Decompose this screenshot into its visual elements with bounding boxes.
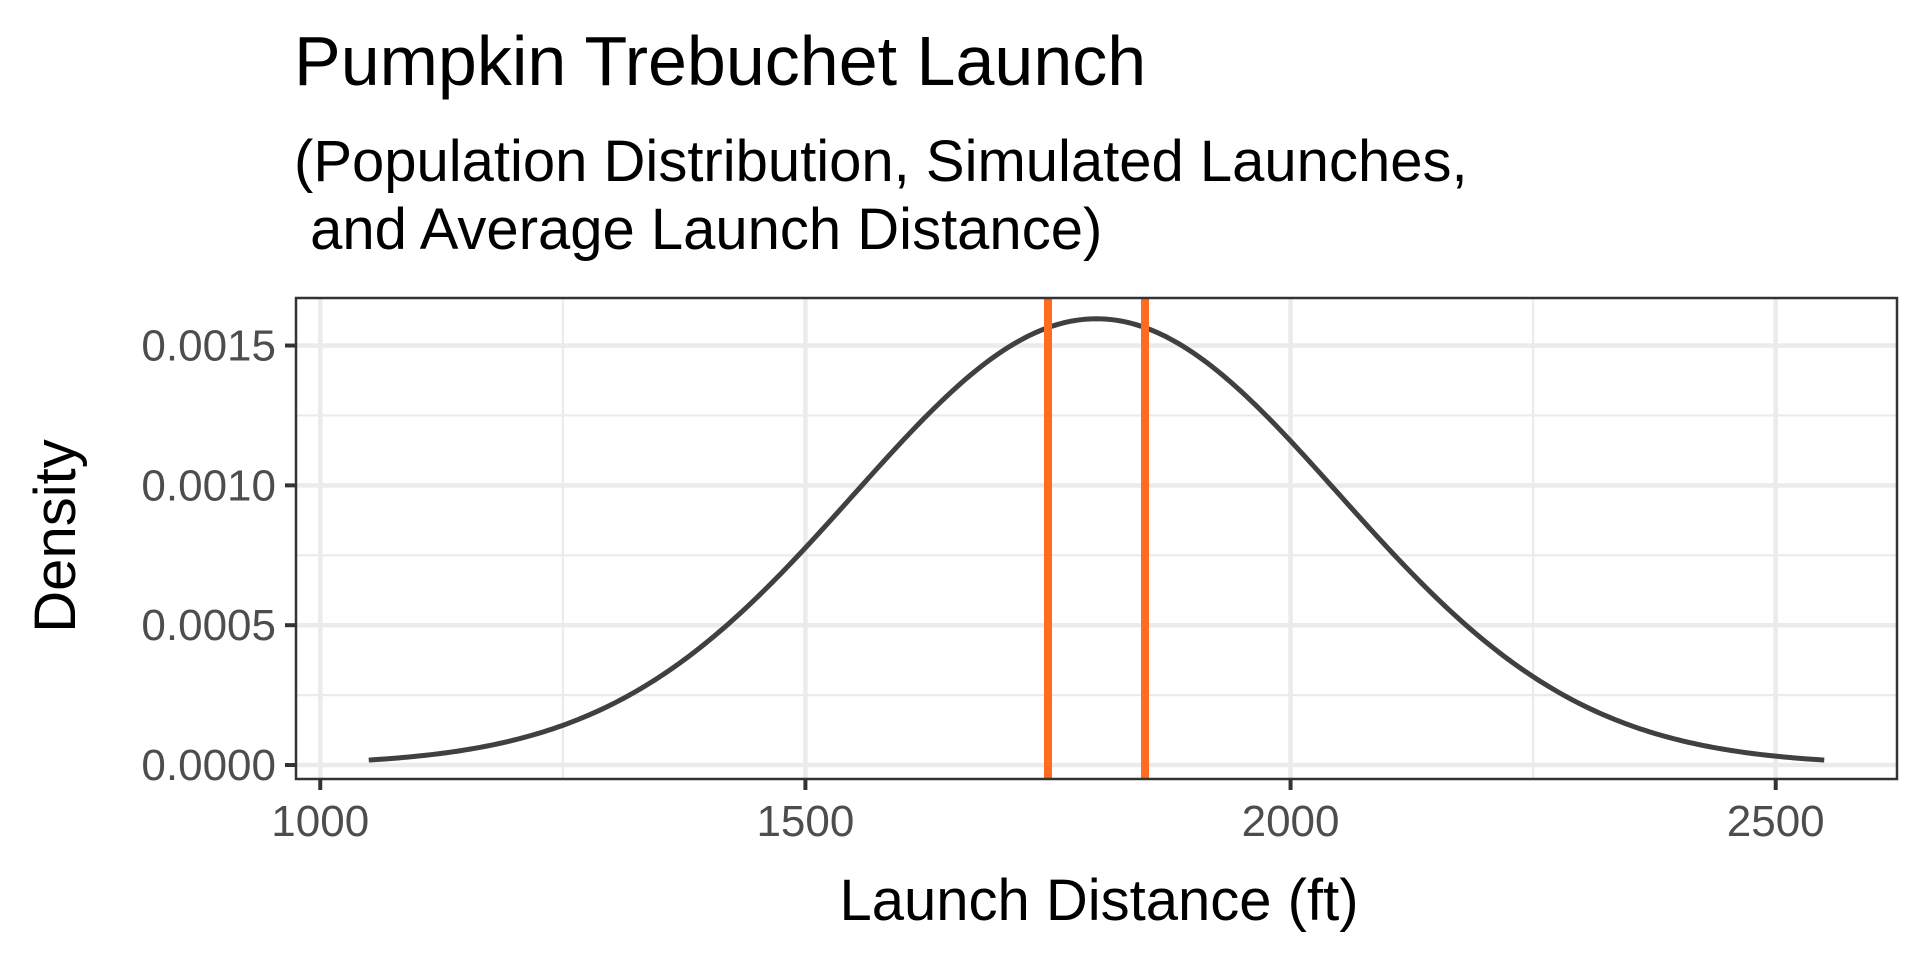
chart-subtitle-line-1: (Population Distribution, Simulated Laun… <box>294 129 1468 194</box>
y-tick-label: 0.0000 <box>141 741 276 790</box>
y-tick-label: 0.0005 <box>141 601 276 650</box>
x-tick-label: 2500 <box>1727 797 1825 846</box>
x-tick-label: 2000 <box>1242 797 1340 846</box>
y-tick-label: 0.0015 <box>141 322 276 371</box>
chart-subtitle-line-2: and Average Launch Distance) <box>294 197 1102 262</box>
chart-title: Pumpkin Trebuchet Launch <box>294 22 1146 100</box>
x-axis-title: Launch Distance (ft) <box>839 868 1358 933</box>
y-tick-label: 0.0010 <box>141 461 276 510</box>
y-axis-title: Density <box>23 439 88 632</box>
panel-border <box>294 296 1899 781</box>
density-curve <box>368 316 1825 763</box>
plot-panel <box>294 296 1899 781</box>
x-tick-label: 1000 <box>271 797 369 846</box>
x-tick-label: 1500 <box>756 797 854 846</box>
